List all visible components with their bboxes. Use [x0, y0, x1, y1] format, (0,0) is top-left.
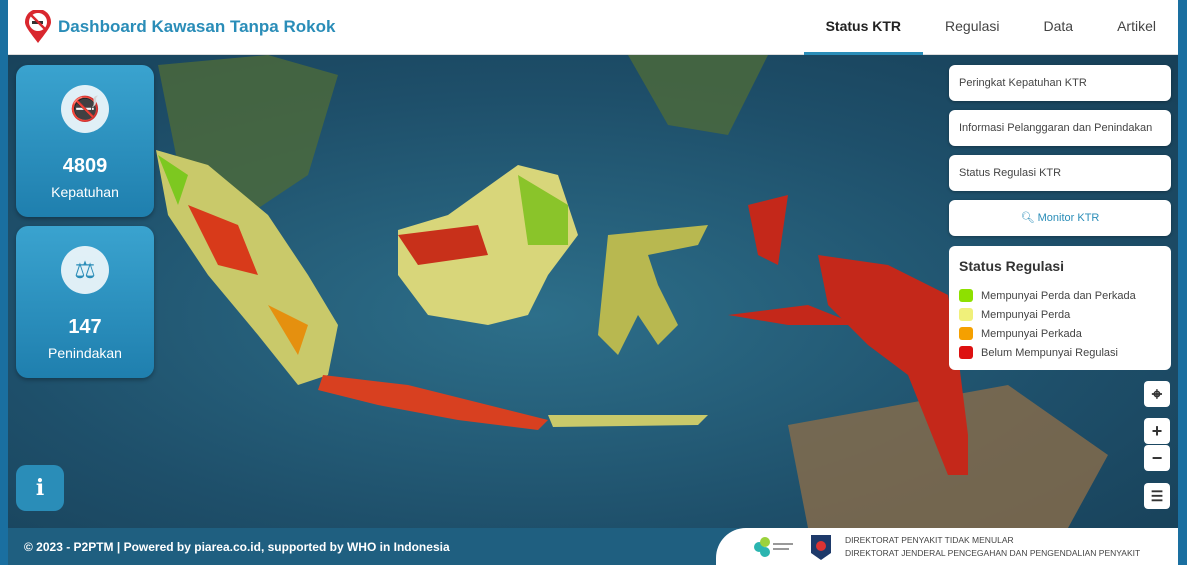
legend: Status Regulasi Mempunyai Perda dan Perk… [949, 246, 1171, 370]
footer: © 2023 - P2PTM | Powered by piarea.co.id… [8, 528, 1178, 565]
zoom-out-button[interactable]: − [1144, 445, 1170, 471]
info-button[interactable]: i [16, 465, 64, 511]
header: Dashboard Kawasan Tanpa Rokok Status KTR… [8, 0, 1178, 55]
layers-button[interactable]: ☰ [1144, 483, 1170, 509]
legend-item: Belum Mempunyai Regulasi [959, 343, 1161, 362]
legend-swatch [959, 289, 973, 302]
kepatuhan-label: Kepatuhan [51, 184, 119, 200]
penindakan-label: Penindakan [48, 345, 122, 361]
legend-swatch [959, 346, 973, 359]
legend-label: Mempunyai Perda dan Perkada [981, 289, 1136, 302]
map-canvas[interactable]: 🚭 4809 Kepatuhan ⚖ 147 Penindakan i Peri… [8, 55, 1178, 528]
legend-label: Mempunyai Perkada [981, 327, 1082, 340]
no-smoking-pin-logo [25, 10, 51, 43]
nav-status-ktr[interactable]: Status KTR [803, 0, 924, 55]
no-smoking-icon: 🚭 [61, 85, 109, 133]
footer-credit: © 2023 - P2PTM | Powered by piarea.co.id… [24, 539, 450, 554]
footer-line1: DIREKTORAT PENYAKIT TIDAK MENULAR [845, 534, 1014, 545]
legend-title: Status Regulasi [959, 258, 1065, 274]
info-icon: i [35, 475, 45, 501]
app-frame: Dashboard Kawasan Tanpa Rokok Status KTR… [8, 0, 1178, 565]
legend-item: Mempunyai Perkada [959, 324, 1161, 343]
search-icon: 🔍︎ [1020, 212, 1035, 224]
map-pin-icon: ⌖ [1151, 383, 1163, 404]
layers-icon: ☰ [1150, 487, 1164, 504]
nav-regulasi[interactable]: Regulasi [945, 17, 1000, 34]
footer-line2: DIREKTORAT JENDERAL PENCEGAHAN DAN PENGE… [845, 547, 1141, 558]
legend-item: Mempunyai Perda [959, 305, 1161, 324]
legend-swatch [959, 327, 973, 340]
papua-region [818, 255, 968, 475]
penindakan-card[interactable]: ⚖ 147 Penindakan [16, 226, 154, 378]
choropleth-map [156, 55, 1108, 528]
nav-data[interactable]: Data [1043, 17, 1074, 34]
peringkat-kepatuhan-button[interactable]: Peringkat Kepatuhan KTR [949, 65, 1171, 101]
kemenkes-logo [754, 536, 793, 557]
legend-label: Belum Mempunyai Regulasi [981, 346, 1118, 359]
legend-item: Mempunyai Perda dan Perkada [959, 286, 1161, 305]
monitor-ktr-button[interactable]: 🔍︎ Monitor KTR [949, 200, 1171, 236]
legend-label: Mempunyai Perda [981, 308, 1071, 321]
kepatuhan-card[interactable]: 🚭 4809 Kepatuhan [16, 65, 154, 217]
sulawesi-region [598, 225, 708, 355]
sumatra-region [156, 150, 338, 385]
locate-button[interactable]: ⌖ [1144, 381, 1170, 407]
monitor-ktr-label: Monitor KTR [1037, 212, 1100, 224]
footer-logos: DIREKTORAT PENYAKIT TIDAK MENULAR DIREKTO… [716, 528, 1178, 565]
zoom-in-button[interactable]: + [1144, 418, 1170, 444]
informasi-pelanggaran-button[interactable]: Informasi Pelanggaran dan Penindakan [949, 110, 1171, 146]
java-region [318, 375, 548, 430]
scale-icon: ⚖ [61, 246, 109, 294]
nav-artikel[interactable]: Artikel [1117, 17, 1156, 34]
main-nav: Status KTR Regulasi Data Artikel [803, 0, 1178, 55]
penindakan-count: 147 [68, 316, 102, 338]
legend-swatch [959, 308, 973, 321]
kepatuhan-count: 4809 [62, 155, 108, 177]
status-regulasi-button[interactable]: Status Regulasi KTR [949, 155, 1171, 191]
app-title: Dashboard Kawasan Tanpa Rokok [58, 17, 336, 36]
ministry-emblem-logo [811, 534, 831, 560]
footer-directorate: DIREKTORAT PENYAKIT TIDAK MENULAR DIREKTO… [845, 534, 1140, 560]
